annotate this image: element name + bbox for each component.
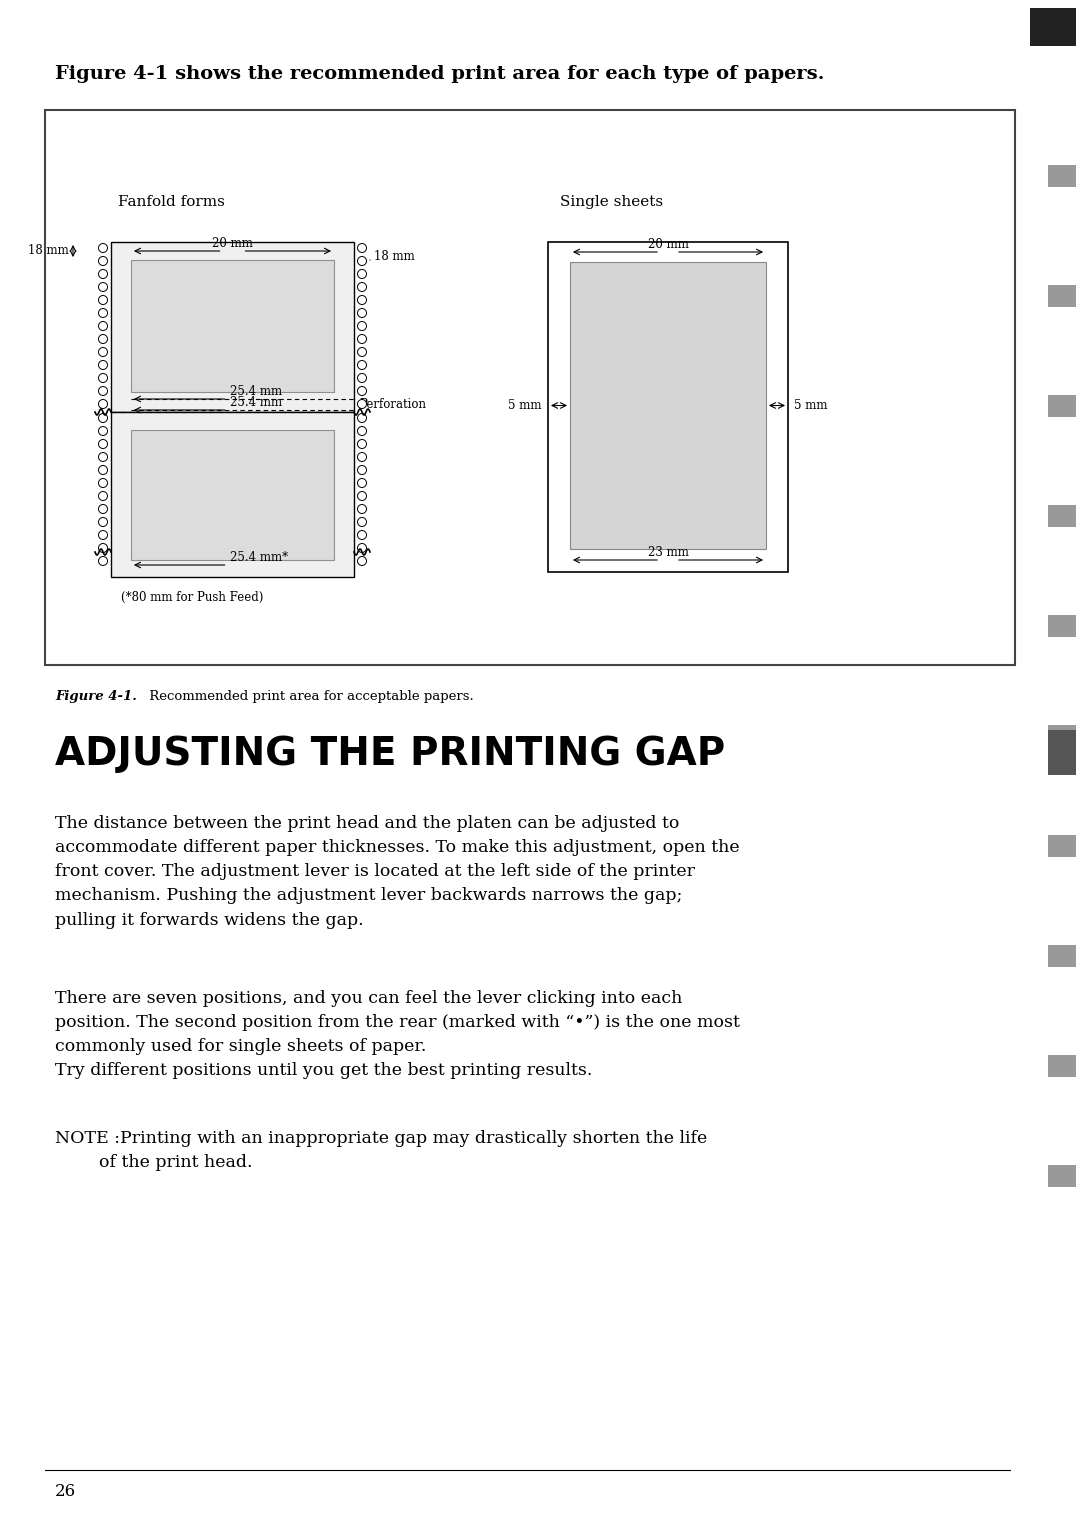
Bar: [1048, 1165, 1076, 1187]
Circle shape: [98, 426, 108, 435]
Circle shape: [98, 386, 108, 396]
Circle shape: [98, 282, 108, 291]
Text: The distance between the print head and the platen can be adjusted to
accommodat: The distance between the print head and …: [55, 816, 740, 929]
Text: Figure 4-1 shows the recommended print area for each type of papers.: Figure 4-1 shows the recommended print a…: [55, 64, 824, 83]
Text: Figure 4-1.: Figure 4-1.: [55, 690, 137, 704]
Circle shape: [98, 492, 108, 500]
Circle shape: [98, 256, 108, 265]
Circle shape: [98, 556, 108, 566]
Circle shape: [98, 414, 108, 423]
Text: 26: 26: [55, 1482, 76, 1499]
Bar: [1048, 396, 1076, 417]
Circle shape: [357, 270, 366, 279]
Circle shape: [357, 530, 366, 540]
Circle shape: [357, 256, 366, 265]
Circle shape: [98, 334, 108, 343]
Text: 18 mm: 18 mm: [28, 244, 69, 258]
Circle shape: [98, 374, 108, 383]
Circle shape: [98, 322, 108, 331]
Circle shape: [357, 440, 366, 449]
Circle shape: [357, 308, 366, 317]
Text: Perforation: Perforation: [359, 399, 426, 411]
Bar: [45, 110, 1015, 665]
Circle shape: [357, 400, 366, 408]
Circle shape: [98, 400, 108, 408]
Circle shape: [357, 374, 366, 383]
Circle shape: [98, 478, 108, 487]
Text: 25.4 mm: 25.4 mm: [229, 396, 282, 409]
Text: ADJUSTING THE PRINTING GAP: ADJUSTING THE PRINTING GAP: [55, 734, 726, 773]
Bar: [1048, 944, 1076, 967]
Circle shape: [98, 504, 108, 514]
Bar: [570, 262, 766, 549]
Text: 23 mm: 23 mm: [648, 546, 688, 560]
Bar: [1048, 835, 1076, 857]
Circle shape: [357, 426, 366, 435]
Circle shape: [357, 348, 366, 357]
Bar: [1048, 725, 1076, 747]
Text: (*80 mm for Push Feed): (*80 mm for Push Feed): [121, 592, 264, 604]
Text: Single sheets: Single sheets: [561, 195, 663, 208]
Circle shape: [357, 386, 366, 396]
Circle shape: [357, 518, 366, 526]
Circle shape: [98, 452, 108, 461]
Bar: [131, 261, 334, 392]
Bar: [1048, 615, 1076, 638]
Text: Fanfold forms: Fanfold forms: [118, 195, 225, 208]
Circle shape: [357, 504, 366, 514]
Circle shape: [98, 308, 108, 317]
Circle shape: [357, 478, 366, 487]
Circle shape: [357, 282, 366, 291]
Circle shape: [357, 360, 366, 369]
Bar: [548, 242, 788, 572]
Circle shape: [98, 270, 108, 279]
Text: 25.4 mm: 25.4 mm: [229, 385, 282, 399]
Bar: [1048, 504, 1076, 527]
Text: 5 mm: 5 mm: [794, 399, 827, 412]
Circle shape: [98, 530, 108, 540]
Circle shape: [357, 544, 366, 552]
Text: 25.4 mm*: 25.4 mm*: [229, 550, 287, 564]
Circle shape: [98, 518, 108, 526]
Text: NOTE :Printing with an inappropriate gap may drastically shorten the life
      : NOTE :Printing with an inappropriate gap…: [55, 1130, 707, 1171]
Circle shape: [357, 244, 366, 253]
Bar: [1048, 285, 1076, 307]
Circle shape: [357, 334, 366, 343]
Text: 20 mm: 20 mm: [212, 238, 253, 250]
Circle shape: [357, 452, 366, 461]
Circle shape: [357, 414, 366, 423]
Bar: [1048, 166, 1076, 187]
Circle shape: [98, 244, 108, 253]
Bar: [131, 429, 334, 560]
Circle shape: [357, 296, 366, 305]
Bar: [1048, 1055, 1076, 1078]
Circle shape: [98, 466, 108, 475]
Text: There are seven positions, and you can feel the lever clicking into each
positio: There are seven positions, and you can f…: [55, 990, 740, 1079]
Bar: [1030, 8, 1076, 46]
Text: 5 mm: 5 mm: [509, 399, 542, 412]
Text: Recommended print area for acceptable papers.: Recommended print area for acceptable pa…: [145, 690, 474, 704]
Bar: [111, 412, 354, 576]
Text: 20 mm: 20 mm: [648, 238, 688, 251]
Circle shape: [98, 348, 108, 357]
Circle shape: [98, 440, 108, 449]
Circle shape: [357, 466, 366, 475]
Circle shape: [98, 360, 108, 369]
Bar: [1048, 730, 1076, 776]
Circle shape: [98, 544, 108, 552]
Circle shape: [357, 556, 366, 566]
Text: 18 mm: 18 mm: [374, 250, 415, 262]
Circle shape: [98, 296, 108, 305]
Circle shape: [357, 322, 366, 331]
Bar: [111, 242, 354, 412]
Circle shape: [357, 492, 366, 500]
